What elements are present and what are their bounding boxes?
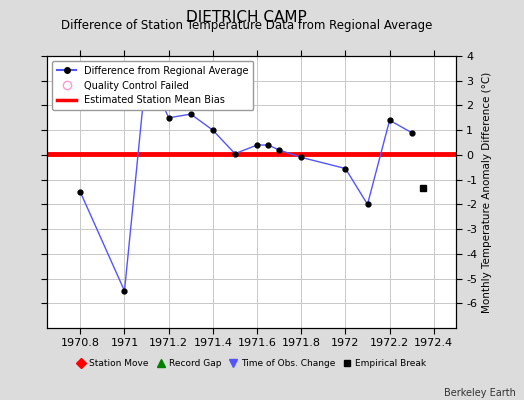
Text: DIETRICH CAMP: DIETRICH CAMP	[186, 10, 307, 25]
Text: Berkeley Earth: Berkeley Earth	[444, 388, 516, 398]
Text: Difference of Station Temperature Data from Regional Average: Difference of Station Temperature Data f…	[61, 19, 432, 32]
Legend: Station Move, Record Gap, Time of Obs. Change, Empirical Break: Station Move, Record Gap, Time of Obs. C…	[74, 357, 429, 371]
Y-axis label: Monthly Temperature Anomaly Difference (°C): Monthly Temperature Anomaly Difference (…	[482, 71, 492, 313]
Legend: Difference from Regional Average, Quality Control Failed, Estimated Station Mean: Difference from Regional Average, Qualit…	[52, 61, 254, 110]
